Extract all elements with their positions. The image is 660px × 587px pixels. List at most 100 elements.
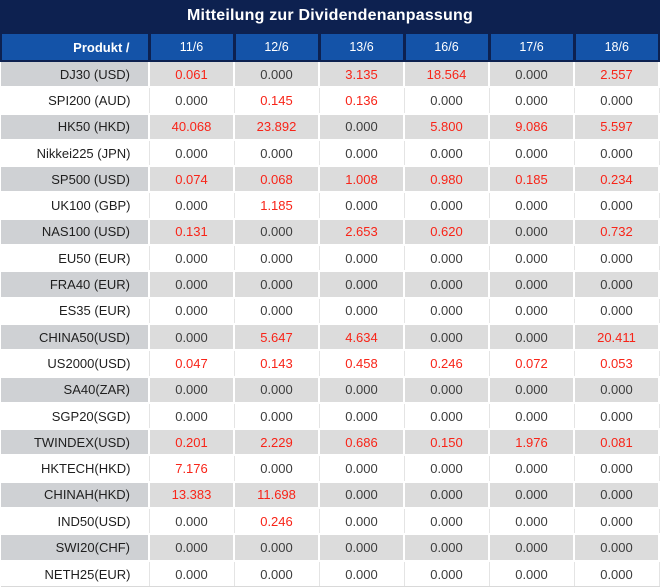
dividend-value: 0.000 — [404, 402, 490, 430]
dividend-value: 0.000 — [489, 455, 575, 482]
dividend-value: 0.000 — [149, 270, 235, 299]
dividend-value: 0.000 — [574, 402, 660, 430]
dividend-value: 3.135 — [319, 59, 405, 89]
dividend-value: 1.976 — [489, 428, 575, 457]
dividend-value: 0.000 — [404, 297, 490, 324]
dividend-value: 0.246 — [234, 508, 320, 535]
dividend-value: 0.000 — [574, 87, 660, 114]
product-label: SP500 (USD) — [1, 165, 150, 194]
table-row: SP500 (USD) 0.074 0.068 1.008 0.980 0.185 0.23… — [1, 165, 660, 194]
dividend-value: 0.686 — [319, 428, 405, 457]
dividend-value: 0.000 — [404, 245, 490, 272]
dividend-value: 2.653 — [319, 217, 405, 247]
dividend-value: 0.000 — [404, 270, 490, 299]
dividend-value: 0.000 — [319, 508, 405, 535]
dividend-value: 0.732 — [574, 217, 660, 247]
dividend-value: 0.000 — [149, 245, 235, 272]
table-row: NAS100 (USD) 0.131 0.000 2.653 0.620 0.000 0.7… — [1, 217, 660, 247]
dividend-value: 0.053 — [574, 350, 660, 377]
dividend-value: 0.000 — [574, 297, 660, 324]
dividend-value: 0.000 — [404, 560, 490, 587]
product-label: HK50 (HKD) — [1, 112, 150, 141]
product-label: UK100 (GBP) — [1, 192, 150, 219]
date-column-header: 11/6 — [149, 32, 236, 62]
table-row: SGP20(SGD) 0.000 0.000 0.000 0.000 0.000 0.000 — [1, 402, 660, 430]
table-row: Nikkei225 (JPN) 0.000 0.000 0.000 0.000 0.000… — [1, 139, 660, 167]
dividend-value: 0.000 — [489, 192, 575, 219]
product-label: EU50 (EUR) — [1, 245, 150, 272]
dividend-value: 0.131 — [149, 217, 235, 247]
dividend-value: 0.000 — [574, 480, 660, 510]
dividend-value: 0.000 — [234, 533, 320, 562]
dividend-value: 0.000 — [234, 375, 320, 404]
dividend-value: 0.000 — [574, 508, 660, 535]
dividend-value: 0.000 — [149, 375, 235, 404]
dividend-value: 0.000 — [404, 455, 490, 482]
dividend-value: 0.000 — [489, 402, 575, 430]
dividend-value: 0.000 — [234, 217, 320, 247]
dividend-value: 0.000 — [404, 139, 490, 167]
dividend-value: 0.000 — [234, 297, 320, 324]
table-row: CHINA50(USD) 0.000 5.647 4.634 0.000 0.000 20.… — [1, 322, 660, 352]
dividend-value: 0.000 — [319, 455, 405, 482]
header-row: Produkt / 11/6 12/6 13/6 16/6 17/6 18/6 — [0, 32, 660, 62]
product-label: Nikkei225 (JPN) — [1, 139, 150, 167]
product-label: HKTECH(HKD) — [1, 455, 150, 482]
dividend-value: 0.980 — [404, 165, 490, 194]
dividend-value: 0.136 — [319, 87, 405, 114]
dividend-value: 0.000 — [574, 192, 660, 219]
dividend-value: 0.150 — [404, 428, 490, 457]
product-label: ES35 (EUR) — [1, 297, 150, 324]
dividend-value: 0.000 — [319, 297, 405, 324]
dividend-value: 0.000 — [319, 139, 405, 167]
dividend-value: 0.000 — [489, 375, 575, 404]
dividend-value: 0.000 — [489, 270, 575, 299]
date-column-header: 18/6 — [574, 32, 660, 62]
dividend-value: 0.000 — [489, 87, 575, 114]
notice-title: Mitteilung zur Dividendenanpassung — [0, 0, 660, 32]
dividend-value: 4.634 — [319, 322, 405, 352]
table-row: HK50 (HKD) 40.068 23.892 0.000 5.800 9.086 5.5… — [1, 112, 660, 141]
product-label: CHINA50(USD) — [1, 322, 150, 352]
dividend-value: 0.000 — [489, 533, 575, 562]
table-body: DJ30 (USD) 0.061 0.000 3.135 18.564 0.000 2.55… — [1, 59, 660, 587]
product-label: TWINDEX(USD) — [1, 428, 150, 457]
dividend-value: 0.000 — [574, 533, 660, 562]
dividend-value: 0.234 — [574, 165, 660, 194]
dividend-value: 0.000 — [404, 375, 490, 404]
product-label: DJ30 (USD) — [1, 59, 150, 89]
dividend-value: 0.185 — [489, 165, 575, 194]
dividend-value: 0.000 — [319, 402, 405, 430]
dividend-value: 0.000 — [149, 297, 235, 324]
dividend-value: 0.000 — [404, 87, 490, 114]
dividend-value: 0.000 — [234, 455, 320, 482]
product-label: SA40(ZAR) — [1, 375, 150, 404]
dividend-value: 0.047 — [149, 350, 235, 377]
dividend-value: 0.000 — [319, 560, 405, 587]
dividend-value: 0.000 — [234, 402, 320, 430]
table-row: CHINAH(HKD) 13.383 11.698 0.000 0.000 0.000 0.… — [1, 480, 660, 510]
product-column-header: Produkt / — [0, 32, 151, 62]
dividend-value: 0.000 — [489, 139, 575, 167]
dividend-value: 0.000 — [319, 192, 405, 219]
dividend-value: 7.176 — [149, 455, 235, 482]
dividend-value: 5.597 — [574, 112, 660, 141]
dividend-value: 0.072 — [489, 350, 575, 377]
table-row: TWINDEX(USD) 0.201 2.229 0.686 0.150 1.976 0.0… — [1, 428, 660, 457]
table-row: SWI20(CHF) 0.000 0.000 0.000 0.000 0.000 0.000 — [1, 533, 660, 562]
dividend-value: 0.143 — [234, 350, 320, 377]
dividend-value: 0.000 — [149, 139, 235, 167]
dividend-value: 0.000 — [319, 112, 405, 141]
dividend-value: 0.000 — [149, 192, 235, 219]
table-row: ES35 (EUR) 0.000 0.000 0.000 0.000 0.000 0.000 — [1, 297, 660, 324]
product-label: SWI20(CHF) — [1, 533, 150, 562]
date-column-header: 17/6 — [489, 32, 576, 62]
table-row: SPI200 (AUD) 0.000 0.145 0.136 0.000 0.000 0.0… — [1, 87, 660, 114]
dividend-value: 0.000 — [489, 297, 575, 324]
dividend-value: 0.000 — [574, 560, 660, 587]
product-label: FRA40 (EUR) — [1, 270, 150, 299]
dividend-value: 0.458 — [319, 350, 405, 377]
table-row: HKTECH(HKD) 7.176 0.000 0.000 0.000 0.000 0.00… — [1, 455, 660, 482]
dividend-value: 0.000 — [574, 245, 660, 272]
